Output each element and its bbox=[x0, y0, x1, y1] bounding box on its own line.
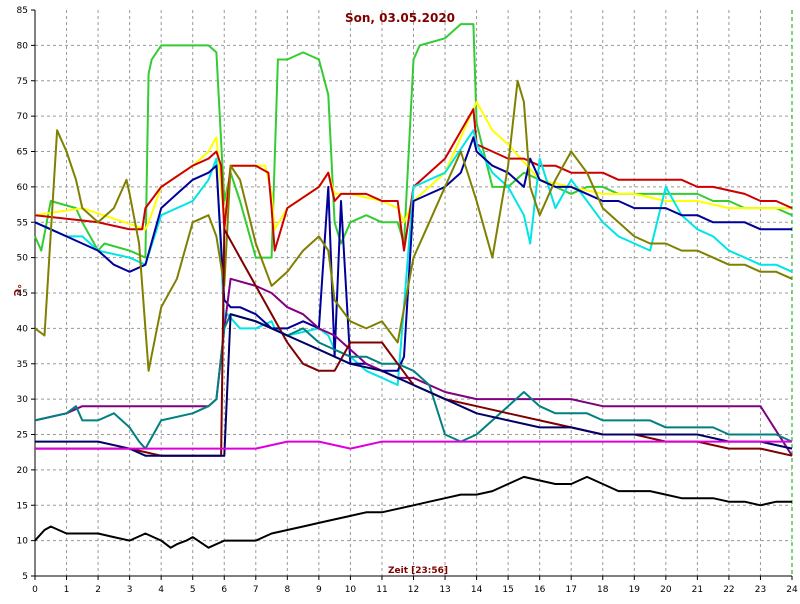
x-tick-label: 11 bbox=[376, 585, 387, 595]
y-tick-label: 75 bbox=[17, 77, 28, 87]
y-tick-label: 35 bbox=[17, 360, 28, 370]
x-tick-label: 6 bbox=[221, 585, 227, 595]
y-tick-label: 30 bbox=[17, 395, 29, 405]
x-tick-label: 23 bbox=[755, 585, 766, 595]
y-tick-label: 15 bbox=[17, 501, 28, 511]
x-tick-label: 14 bbox=[471, 585, 483, 595]
x-tick-label: 12 bbox=[408, 585, 419, 595]
chart-title: Son, 03.05.2020 bbox=[345, 11, 455, 25]
series-line-8 bbox=[34, 313, 793, 450]
y-tick-label: 65 bbox=[17, 148, 28, 158]
x-tick-label: 10 bbox=[345, 585, 357, 595]
y-tick-label: 5 bbox=[22, 572, 28, 582]
y-tick-label: 50 bbox=[17, 254, 29, 264]
x-tick-label: 15 bbox=[502, 585, 513, 595]
y-axis-label: °C bbox=[11, 284, 22, 296]
x-tick-label: 22 bbox=[723, 585, 734, 595]
series-line-3 bbox=[34, 108, 793, 252]
y-tick-label: 40 bbox=[17, 324, 29, 334]
x-tick-label: 17 bbox=[565, 585, 576, 595]
x-tick-label: 21 bbox=[692, 585, 703, 595]
x-tick-label: 2 bbox=[95, 585, 101, 595]
series-line-11 bbox=[35, 440, 792, 450]
series-line-5 bbox=[34, 136, 792, 372]
series-line-10 bbox=[35, 313, 793, 457]
x-tick-label: 18 bbox=[597, 585, 609, 595]
y-tick-label: 85 bbox=[17, 6, 28, 16]
axes: 0 1 2 3 4 5 6 7 8 9 10 11 12 13 14 15 16 17 18 19 20 21 22 23 24… bbox=[17, 6, 798, 595]
series-line-6 bbox=[34, 79, 793, 372]
x-tick-label: 20 bbox=[660, 585, 672, 595]
y-tick-label: 80 bbox=[17, 41, 29, 51]
y-tick-label: 10 bbox=[17, 537, 29, 547]
series-line-7 bbox=[34, 277, 793, 457]
y-tick-label: 55 bbox=[17, 218, 28, 228]
y-tick-label: 70 bbox=[17, 112, 29, 122]
y-tick-label: 25 bbox=[17, 431, 28, 441]
x-tick-label: 3 bbox=[127, 585, 133, 595]
series-group bbox=[34, 23, 793, 549]
y-tick-label: 45 bbox=[17, 289, 28, 299]
x-tick-label: 1 bbox=[64, 585, 70, 595]
x-tick-label: 8 bbox=[284, 585, 290, 595]
y-tick-label: 60 bbox=[17, 183, 29, 193]
y-tick-label: 20 bbox=[17, 466, 29, 476]
x-tick-label: 13 bbox=[439, 585, 450, 595]
x-tick-label: 19 bbox=[629, 585, 641, 595]
x-tick-label: 7 bbox=[253, 585, 259, 595]
x-tick-label: 4 bbox=[158, 585, 164, 595]
x-tick-label: 5 bbox=[190, 585, 196, 595]
x-tick-label: 16 bbox=[534, 585, 546, 595]
x-tick-label: 24 bbox=[786, 585, 798, 595]
x-axis-label: Zeit [23:56] bbox=[388, 566, 448, 576]
x-tick-label: 0 bbox=[32, 585, 38, 595]
x-tick-label: 9 bbox=[316, 585, 322, 595]
series-line-4 bbox=[34, 129, 793, 386]
series-line-1 bbox=[34, 23, 793, 259]
series-line-12 bbox=[34, 475, 792, 549]
